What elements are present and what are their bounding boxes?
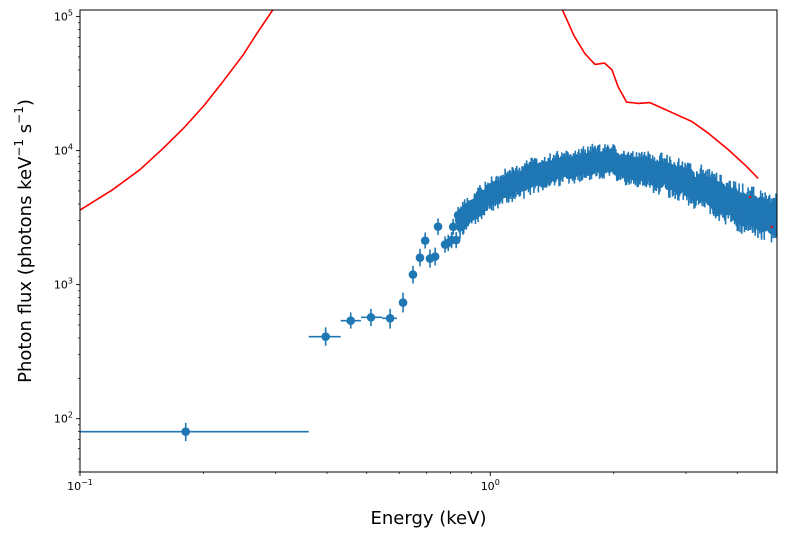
data-point	[346, 316, 356, 326]
data-point	[385, 313, 395, 323]
y-axis-label-sup2: −1	[12, 106, 26, 124]
data-point	[415, 253, 425, 262]
y-axis-label-mid: s	[15, 124, 36, 139]
model-mark	[748, 195, 752, 199]
model-mark	[770, 225, 773, 229]
plot-frame	[79, 9, 778, 473]
data-points	[80, 206, 463, 442]
y-axis-label-main: Photon flux (photons keV	[15, 156, 36, 383]
data-point	[430, 252, 440, 261]
x-axis: 10−1 100	[67, 472, 778, 493]
y-tick-base: 10	[54, 279, 68, 292]
data-point	[451, 235, 461, 245]
data-point	[408, 270, 418, 279]
data-point	[398, 298, 408, 307]
data-point	[433, 222, 443, 231]
x-tick-label: 100	[481, 478, 500, 493]
band-point	[772, 212, 777, 221]
data-point	[181, 427, 191, 436]
y-tick-exp: 3	[68, 277, 73, 286]
y-axis-label: Photon flux (photons keV−1 s−1)	[12, 99, 36, 383]
y-tick-label: 103	[54, 277, 73, 292]
y-tick-label: 102	[54, 411, 73, 426]
data-point	[420, 236, 430, 245]
data-point	[321, 332, 330, 341]
y-axis-label-end: )	[15, 99, 36, 106]
data-point	[453, 210, 463, 220]
x-tick-exp: −1	[81, 478, 93, 487]
data-point	[366, 313, 376, 322]
x-tick-base: 10	[481, 480, 495, 493]
y-tick-exp: 4	[68, 143, 73, 152]
y-tick-base: 10	[54, 413, 68, 426]
y-tick-base: 10	[54, 145, 68, 158]
model-line-segment-2	[561, 10, 759, 179]
model-layer	[80, 10, 773, 229]
model-line-segment-1	[80, 10, 274, 211]
band-point	[773, 229, 777, 238]
x-tick-exp: 0	[495, 478, 500, 487]
y-tick-label: 104	[54, 143, 73, 158]
x-tick-label: 10−1	[67, 478, 93, 493]
x-axis-label: Energy (keV)	[371, 508, 487, 529]
data-band	[454, 143, 777, 245]
y-tick-exp: 2	[68, 411, 73, 420]
y-tick-exp: 5	[68, 9, 73, 18]
data-point	[448, 222, 458, 232]
y-tick-label: 105	[54, 9, 73, 24]
y-axis-label-sup1: −1	[12, 139, 26, 157]
x-tick-base: 10	[67, 480, 81, 493]
band-point	[774, 203, 777, 212]
y-tick-base: 10	[54, 11, 68, 24]
